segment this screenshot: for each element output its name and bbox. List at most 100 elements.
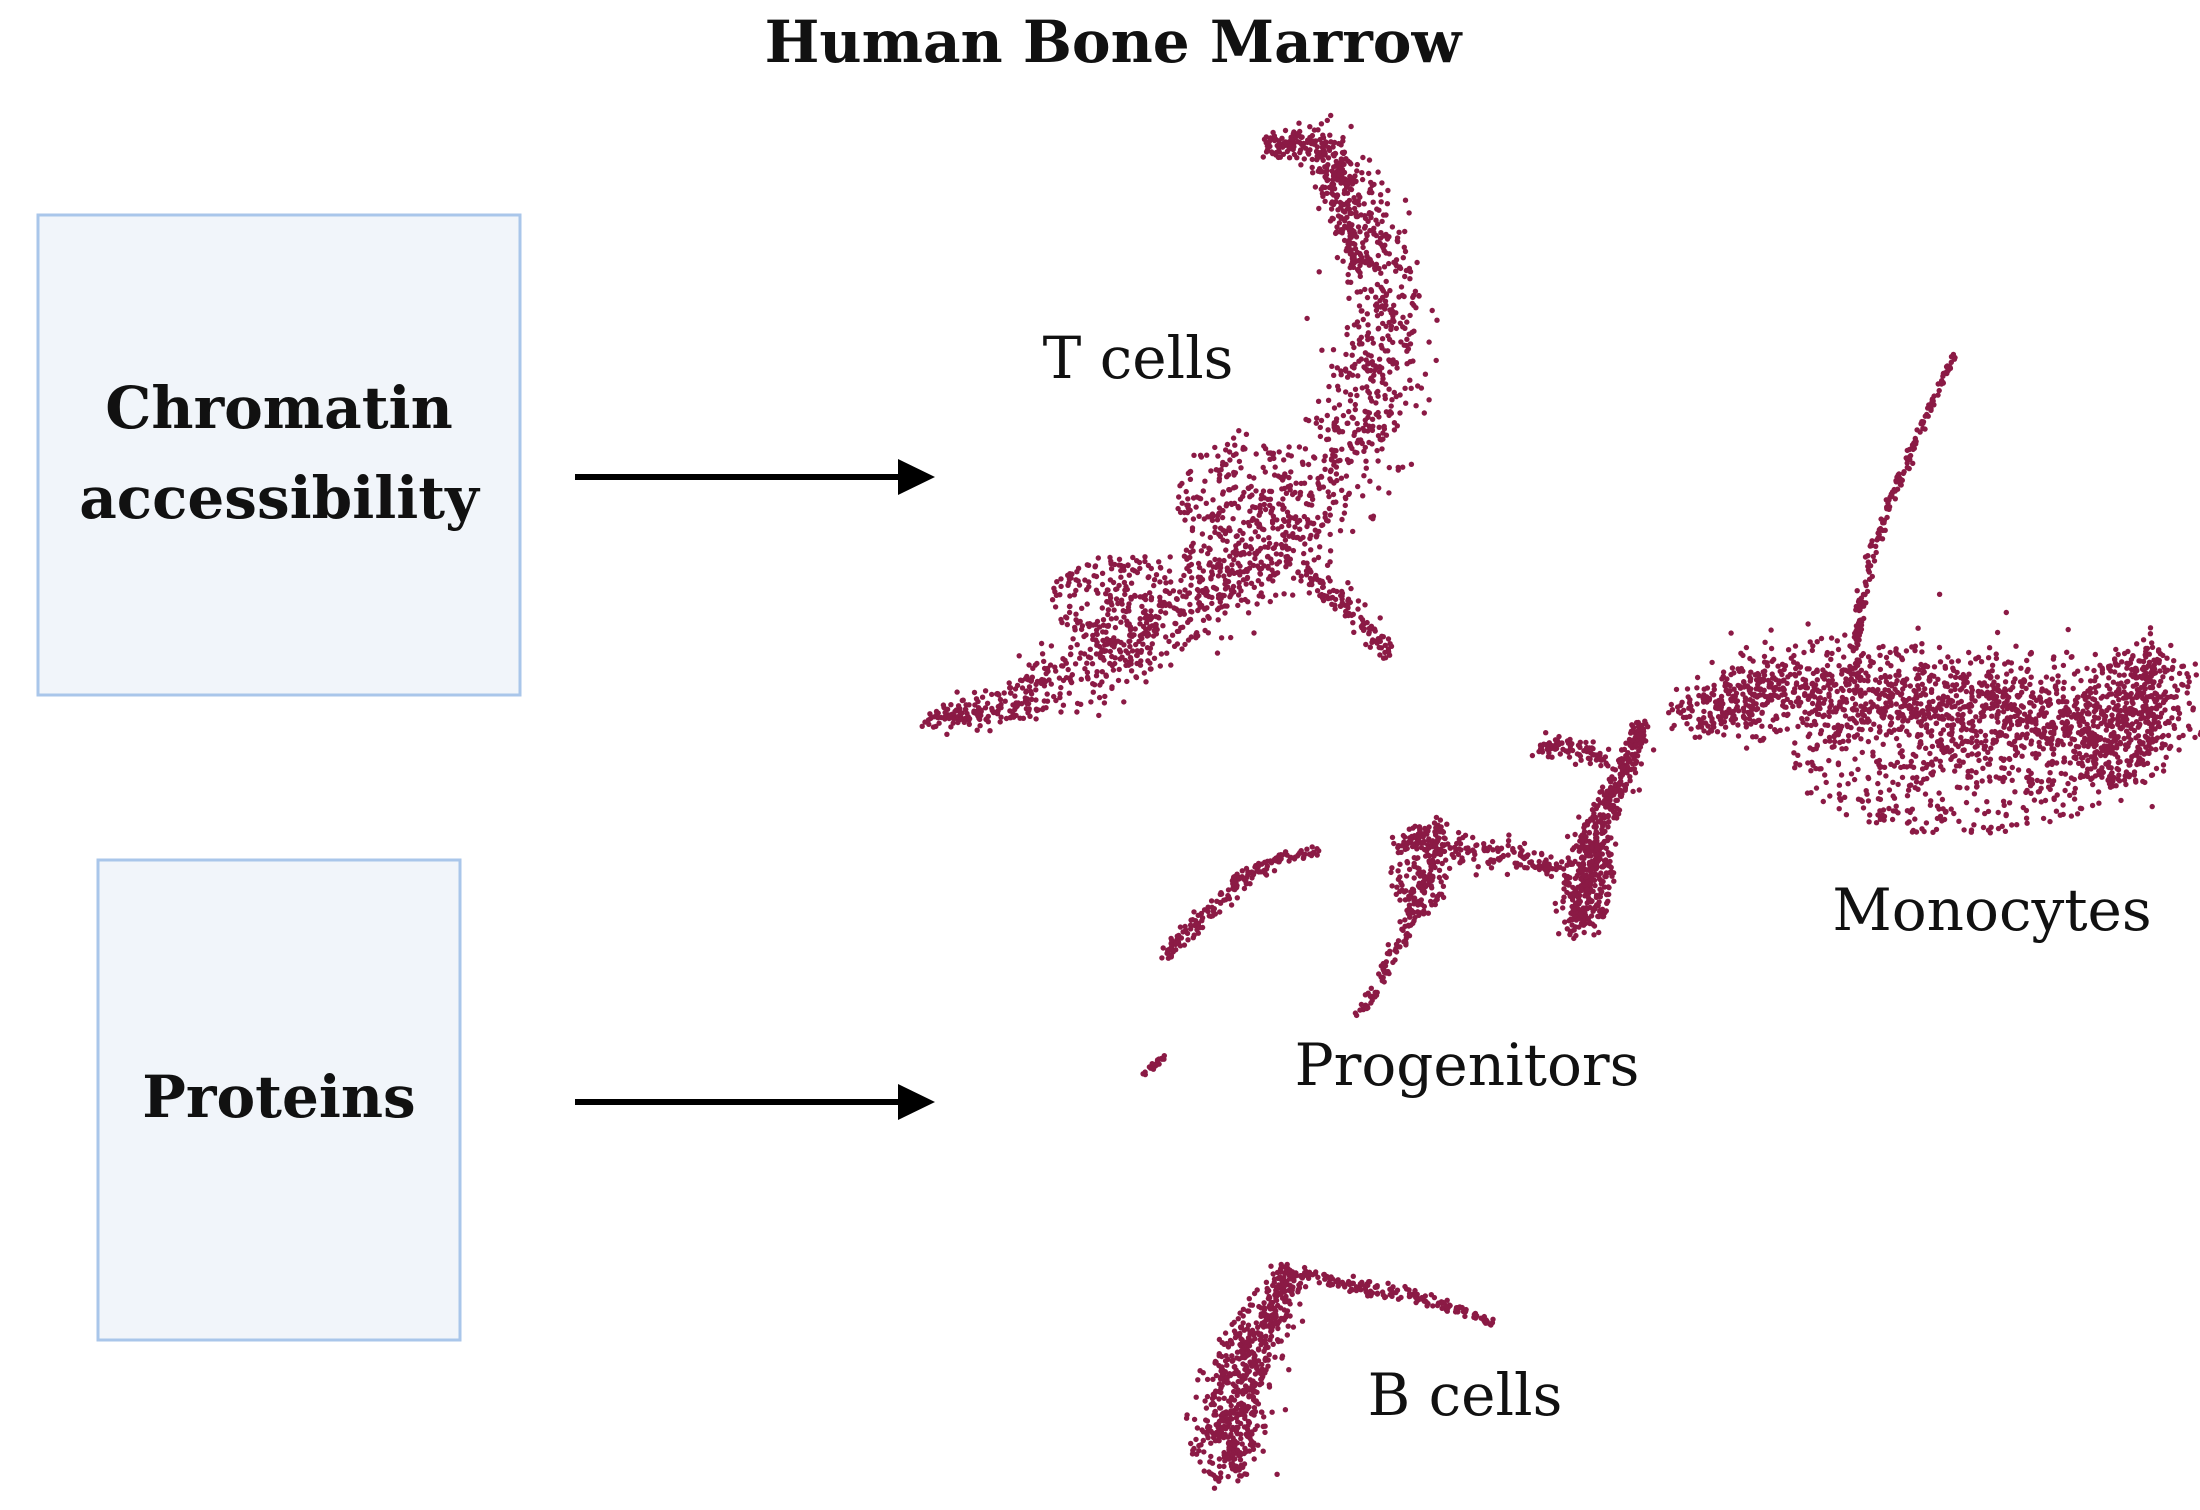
scatter-point [2141,715,2147,721]
scatter-point [1357,250,1363,257]
scatter-point [1347,264,1353,271]
scatter-point [1780,702,1786,709]
scatter-point [1191,452,1197,458]
scatter-point [2146,742,2152,749]
scatter-point [1835,646,1842,653]
scatter-point [1827,793,1833,799]
scatter-point [1298,480,1304,487]
scatter-point [2001,802,2007,808]
scatter-point [1348,250,1355,257]
scatter-point [1936,644,1943,651]
scatter-point [1968,774,1974,780]
scatter-point [1964,785,1970,791]
scatter-point [1334,224,1340,230]
scatter-point [2078,731,2084,738]
scatter-point [1561,886,1567,892]
scatter-point [1115,600,1121,607]
scatter-point [2124,710,2130,717]
scatter-point [1083,632,1089,638]
scatter-point [2160,674,2166,680]
scatter-point [1201,543,1207,549]
scatter-point [1077,618,1083,625]
scatter-point [1238,588,1244,594]
scatter-point [1388,323,1395,329]
scatter-point [1157,579,1163,585]
scatter-point [1331,447,1337,454]
scatter-point [1309,164,1315,171]
scatter-point [1181,509,1188,516]
scatter-point [1074,700,1081,707]
scatter-point [1078,676,1085,682]
scatter-point [1855,712,1861,718]
scatter-point [2154,714,2160,720]
scatter-point [1074,709,1080,715]
scatter-point [2047,818,2053,825]
scatter-point [2131,769,2138,775]
scatter-point [1233,451,1239,457]
scatter-point [957,716,964,723]
scatter-point [1317,433,1324,440]
scatter-point [1363,249,1370,256]
scatter-point [1121,614,1127,620]
scatter-point [1969,718,1976,724]
scatter-point [1245,610,1252,616]
scatter-point [2000,709,2007,715]
scatter-point [2012,752,2019,759]
scatter-point [2121,777,2128,783]
scatter-point [1306,590,1313,596]
scatter-point [1588,853,1594,859]
scatter-point [1985,827,1992,833]
scatter-point [1735,722,1741,728]
scatter-point [1351,629,1357,635]
scatter-point [2065,780,2071,787]
scatter-point [1638,761,1645,767]
scatter-point [1629,737,1636,744]
scatter-point [1286,444,1292,450]
scatter-point [1307,535,1313,542]
scatter-point [1955,711,1961,718]
scatter-point [1168,662,1174,668]
scatter-point [2093,689,2099,695]
scatter-point [2038,779,2045,785]
scatter-point [1989,682,1996,688]
scatter-point [1843,676,1849,682]
scatter-point [1877,666,1884,673]
scatter-point [1731,670,1737,676]
scatter-point [1919,641,1925,647]
scatter-point [1834,638,1841,644]
scatter-point [1017,715,1023,721]
scatter-point [1925,729,1931,735]
scatter-point [2085,709,2091,716]
scatter-point [1270,525,1276,531]
scatter-point [1323,164,1330,171]
scatter-point [1356,324,1362,330]
scatter-point [1743,644,1750,651]
scatter-point [1388,403,1394,409]
scatter-point [1104,598,1110,605]
scatter-point [1955,658,1962,664]
scatter-point [1893,808,1899,814]
scatter-point [1839,746,1845,752]
scatter-point [2051,654,2057,660]
scatter-point [2157,668,2163,674]
scatter-point [1354,289,1360,295]
scatter-point [1868,658,1874,664]
scatter-point [1316,269,1322,275]
scatter-point [1078,650,1084,656]
scatter-point [1330,192,1337,198]
scatter-point [2168,642,2174,649]
scatter-point [1995,825,2002,832]
scatter-point [1226,487,1232,493]
scatter-point [1385,187,1391,194]
scatter-point [1086,579,1092,585]
scatter-point [1979,703,1986,709]
scatter-point [1099,581,1106,588]
scatter-point [1378,199,1384,205]
scatter-point [1123,662,1129,669]
scatter-point [1939,796,1946,803]
scatter-point [1184,502,1190,508]
scatter-point [1212,524,1218,531]
scatter-point [1228,634,1234,641]
scatter-point [1971,822,1977,828]
scatter-point [1564,833,1571,840]
